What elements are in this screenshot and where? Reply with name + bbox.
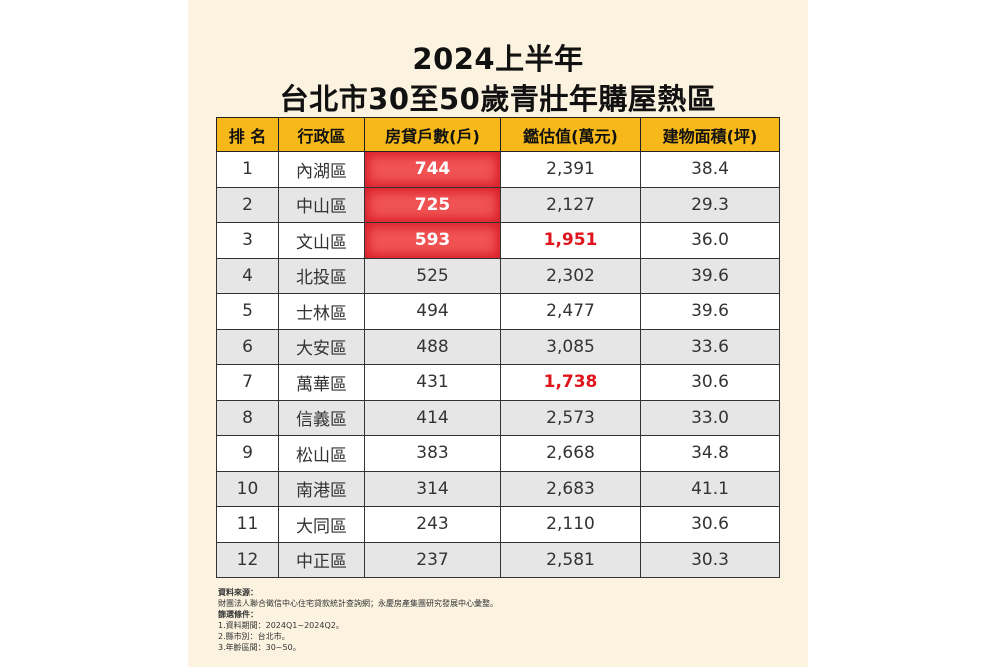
cell-value: 2,668 — [500, 435, 641, 472]
header-district: 行政區 — [278, 117, 365, 152]
cell-area: 30.3 — [640, 541, 780, 578]
cell-area: 38.4 — [640, 151, 780, 188]
cell-loans: 243 — [364, 506, 501, 543]
cell-district: 中正區 — [278, 541, 365, 578]
cell-area: 36.0 — [640, 222, 780, 259]
cell-rank: 3 — [216, 222, 279, 259]
cell-value: 2,683 — [500, 470, 641, 507]
cell-district: 文山區 — [278, 222, 365, 259]
cell-district: 內湖區 — [278, 151, 365, 188]
infographic-panel: 2024上半年 台北市30至50歲青壯年購屋熱區 排 名 行政區 房貸戶數(戶)… — [188, 0, 808, 667]
cell-value: 2,110 — [500, 506, 641, 543]
cell-district: 萬華區 — [278, 364, 365, 401]
cell-area: 30.6 — [640, 364, 780, 401]
header-rank: 排 名 — [216, 117, 279, 152]
table-row: 3 文山區 593 1,951 36.0 — [216, 222, 780, 259]
source-text: 財團法人聯合徵信中心住宅貸款統計查詢網；永慶房產集團研究發展中心彙整。 — [218, 599, 498, 608]
cell-rank: 11 — [216, 506, 279, 543]
table-header-row: 排 名 行政區 房貸戶數(戶) 鑑估值(萬元) 建物面積(坪) — [216, 117, 780, 152]
source-label: 資料來源： — [218, 588, 258, 597]
cell-district: 大安區 — [278, 328, 365, 365]
cell-rank: 6 — [216, 328, 279, 365]
cell-loans: 314 — [364, 470, 501, 507]
cell-rank: 7 — [216, 364, 279, 401]
cell-loans: 237 — [364, 541, 501, 578]
cell-value-highlight: 1,951 — [500, 222, 641, 259]
table-row: 1 內湖區 744 2,391 38.4 — [216, 151, 780, 188]
cell-rank: 10 — [216, 470, 279, 507]
cell-district: 中山區 — [278, 186, 365, 223]
filter-label: 篩選條件： — [218, 610, 258, 619]
cell-area: 30.6 — [640, 506, 780, 543]
cell-value: 2,127 — [500, 186, 641, 223]
cell-district: 北投區 — [278, 257, 365, 294]
table-row: 12 中正區 237 2,581 30.3 — [216, 541, 780, 578]
cell-district: 信義區 — [278, 399, 365, 436]
cell-area: 29.3 — [640, 186, 780, 223]
table-row: 9 松山區 383 2,668 34.8 — [216, 435, 780, 472]
title-line-2: 台北市30至50歲青壯年購屋熱區 — [279, 82, 717, 116]
table-row: 4 北投區 525 2,302 39.6 — [216, 257, 780, 294]
cell-value-highlight: 1,738 — [500, 364, 641, 401]
cell-loans-highlight: 744 — [364, 151, 501, 188]
cell-value: 2,477 — [500, 293, 641, 330]
cell-loans-highlight: 593 — [364, 222, 501, 259]
hotspot-table: 排 名 行政區 房貸戶數(戶) 鑑估值(萬元) 建物面積(坪) 1 內湖區 74… — [216, 117, 780, 578]
cell-rank: 5 — [216, 293, 279, 330]
cell-value: 2,581 — [500, 541, 641, 578]
cell-area: 33.6 — [640, 328, 780, 365]
cell-rank: 1 — [216, 151, 279, 188]
filter-age: 3.年齡區間：30~50。 — [218, 643, 301, 652]
cell-value: 2,573 — [500, 399, 641, 436]
cell-loans: 383 — [364, 435, 501, 472]
cell-loans: 431 — [364, 364, 501, 401]
cell-loans-highlight: 725 — [364, 186, 501, 223]
cell-rank: 4 — [216, 257, 279, 294]
cell-area: 34.8 — [640, 435, 780, 472]
table-row: 5 士林區 494 2,477 39.6 — [216, 293, 780, 330]
table-row: 11 大同區 243 2,110 30.6 — [216, 506, 780, 543]
cell-district: 士林區 — [278, 293, 365, 330]
cell-district: 南港區 — [278, 470, 365, 507]
footnotes: 資料來源： 財團法人聯合徵信中心住宅貸款統計查詢網；永慶房產集團研究發展中心彙整… — [218, 587, 498, 653]
cell-district: 松山區 — [278, 435, 365, 472]
table-row: 6 大安區 488 3,085 33.6 — [216, 328, 780, 365]
cell-loans: 414 — [364, 399, 501, 436]
cell-area: 41.1 — [640, 470, 780, 507]
table-row: 10 南港區 314 2,683 41.1 — [216, 470, 780, 507]
cell-loans: 525 — [364, 257, 501, 294]
cell-district: 大同區 — [278, 506, 365, 543]
cell-loans: 494 — [364, 293, 501, 330]
header-area: 建物面積(坪) — [640, 117, 780, 152]
cell-area: 33.0 — [640, 399, 780, 436]
cell-value: 2,391 — [500, 151, 641, 188]
cell-rank: 8 — [216, 399, 279, 436]
table-row: 2 中山區 725 2,127 29.3 — [216, 186, 780, 223]
header-value: 鑑估值(萬元) — [500, 117, 641, 152]
filter-period: 1.資料期間：2024Q1~2024Q2。 — [218, 621, 344, 630]
title-line-1: 2024上半年 — [412, 42, 584, 76]
cell-rank: 9 — [216, 435, 279, 472]
cell-area: 39.6 — [640, 257, 780, 294]
cell-value: 2,302 — [500, 257, 641, 294]
cell-area: 39.6 — [640, 293, 780, 330]
cell-loans: 488 — [364, 328, 501, 365]
table-row: 7 萬華區 431 1,738 30.6 — [216, 364, 780, 401]
cell-value: 3,085 — [500, 328, 641, 365]
cell-rank: 12 — [216, 541, 279, 578]
table-row: 8 信義區 414 2,573 33.0 — [216, 399, 780, 436]
cell-rank: 2 — [216, 186, 279, 223]
header-loans: 房貸戶數(戶) — [364, 117, 501, 152]
filter-city: 2.縣市別：台北市。 — [218, 632, 290, 641]
